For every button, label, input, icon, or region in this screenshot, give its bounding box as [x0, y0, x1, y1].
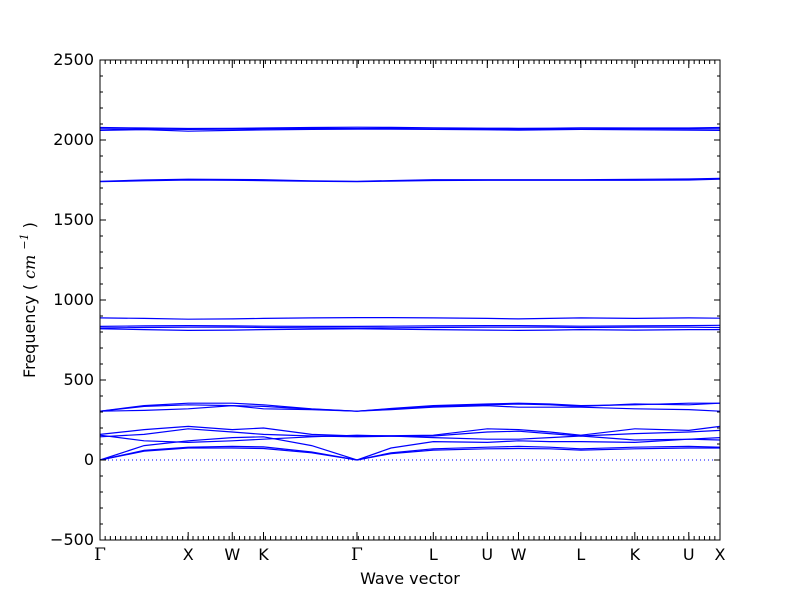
band-line-14 [99, 178, 721, 183]
x-tick-label: X [715, 545, 726, 564]
y-tick-label: 500 [63, 370, 94, 389]
band-line-18 [99, 126, 721, 130]
y-tick-label: 2000 [53, 130, 94, 149]
y-axis-label-unit: cm [20, 255, 39, 279]
y-tick-label: 1500 [53, 210, 94, 229]
band-line-12 [99, 324, 721, 327]
x-tick-label: W [511, 545, 527, 564]
y-tick-label: 0 [84, 450, 94, 469]
band-line-3 [99, 436, 721, 461]
x-tick-label: K [258, 545, 269, 564]
band-line-13 [99, 317, 721, 320]
band-line-15 [99, 177, 721, 182]
band-line-1 [99, 447, 720, 461]
x-tick-label: W [224, 545, 240, 564]
y-axis-label: Frequency ( cm −1 ) [13, 222, 39, 378]
x-tick-label: K [630, 545, 641, 564]
y-axis-label-close-paren: ) [20, 222, 39, 228]
band-line-6 [99, 425, 721, 437]
y-tick-label: −500 [50, 530, 94, 549]
band-line-10 [99, 328, 720, 332]
band-line-5 [99, 428, 721, 438]
x-tick-label: Γ [94, 545, 106, 565]
axis-ticks [99, 59, 721, 541]
y-axis-label-unit-exponent: −1 [18, 233, 31, 249]
x-tick-label: X [183, 545, 194, 564]
y-tick-label: 2500 [53, 50, 94, 69]
y-axis-label-text: Frequency [20, 295, 39, 378]
plot-frame [99, 59, 721, 541]
x-tick-label: Γ [351, 545, 363, 565]
band-line-9 [99, 402, 720, 412]
y-axis-label-open-paren: ( [20, 284, 39, 290]
band-line-4 [99, 434, 721, 444]
band-line-7 [99, 404, 721, 412]
x-tick-label: U [683, 545, 695, 564]
band-lines [99, 126, 721, 461]
x-tick-label: U [481, 545, 493, 564]
y-tick-label: 1000 [53, 290, 94, 309]
x-tick-label: L [429, 545, 438, 564]
band-line-11 [99, 326, 721, 329]
band-line-2 [99, 445, 721, 461]
y-tick-labels: −500 0 500 1000 1500 2000 2500 [50, 50, 94, 549]
x-axis-label: Wave vector [360, 569, 460, 588]
x-tick-label: L [576, 545, 585, 564]
band-line-17 [99, 127, 720, 131]
